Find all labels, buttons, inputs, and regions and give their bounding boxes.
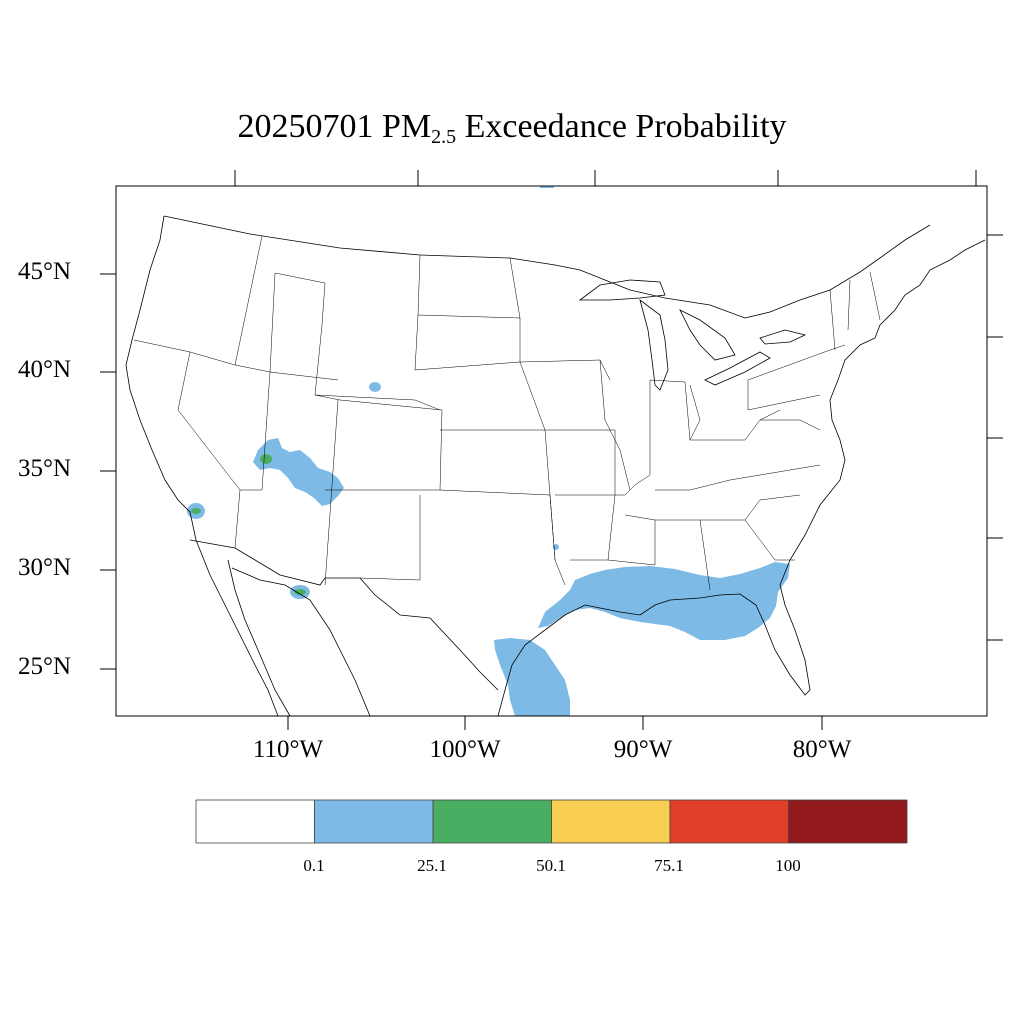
map-frame xyxy=(115,185,988,717)
region-four-corners-core xyxy=(260,454,272,464)
lat-label-40: 40°N xyxy=(18,356,72,383)
colorbar-box-1 xyxy=(314,799,434,844)
title-pollutant: PM xyxy=(381,108,432,145)
state-lines xyxy=(133,235,881,591)
colorbar-label-3: 75.1 xyxy=(654,856,684,875)
colorbar-label-2: 50.1 xyxy=(536,856,566,875)
region-gulf-coast xyxy=(538,562,790,640)
region-speck-louisiana xyxy=(553,544,559,550)
lake-ontario xyxy=(759,329,807,345)
region-south-texas xyxy=(494,638,570,716)
boundary-layer xyxy=(125,215,986,716)
gulf-coast-shoreline xyxy=(497,239,986,716)
colorbar-box-2 xyxy=(432,799,552,844)
lat-label-30: 30°N xyxy=(18,554,72,581)
lake-huron xyxy=(679,309,736,361)
us-canada-border xyxy=(163,215,931,319)
title-date: 20250701 xyxy=(237,108,374,145)
map-title: 20250701 PM2.5 Exceedance Probability xyxy=(0,108,1024,149)
colorbar-box-4 xyxy=(669,799,789,844)
region-speck-north xyxy=(540,186,554,188)
region-sonora-core xyxy=(294,589,306,595)
lon-label-110w: 110°W xyxy=(252,736,324,763)
lake-superior xyxy=(578,279,666,301)
lake-michigan xyxy=(639,298,669,391)
probability-layer xyxy=(187,186,790,716)
lat-label-45: 45°N xyxy=(18,258,72,285)
region-southern-california-core xyxy=(191,508,201,514)
colorbar-box-3 xyxy=(551,799,671,844)
colorbar-box-5 xyxy=(788,799,908,844)
lat-label-25: 25°N xyxy=(18,653,72,680)
colorbar-label-0: 0.1 xyxy=(303,856,325,875)
region-four-corners xyxy=(253,438,344,506)
colorbar-label-4: 100 xyxy=(775,856,801,875)
lon-label-80w: 80°W xyxy=(792,736,852,763)
colorbar-box-0 xyxy=(195,799,315,844)
us-mexico-border xyxy=(189,539,499,691)
title-pollutant-subscript: 2.5 xyxy=(431,126,457,148)
colorbar-label-1: 25.1 xyxy=(417,856,447,875)
west-coast xyxy=(125,215,279,716)
region-colorado xyxy=(369,382,381,392)
colorbar xyxy=(195,799,908,844)
title-suffix: Exceedance Probability xyxy=(464,108,787,145)
lake-erie xyxy=(704,351,771,386)
lon-label-90w: 90°W xyxy=(613,736,673,763)
gulf-of-california-coast xyxy=(227,559,371,716)
tick-marks xyxy=(100,170,1003,730)
lon-label-100w: 100°W xyxy=(429,736,501,763)
lat-label-35: 35°N xyxy=(18,455,72,482)
